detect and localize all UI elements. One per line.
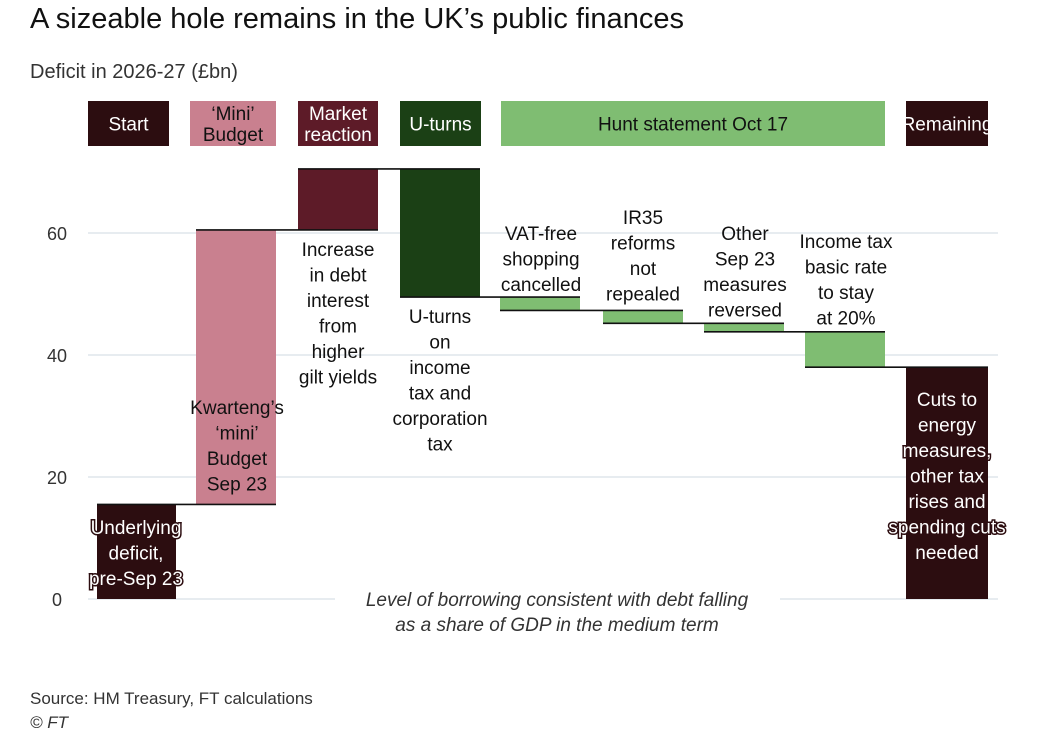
bar-label-5-line: IR35 (623, 208, 663, 229)
bar-label-1-line: Sep 23 (207, 475, 267, 496)
bar-label-3-line: on (429, 333, 450, 354)
bar-label-3: U-turns on income tax and corporation tax (392, 307, 487, 456)
category-label-3: U-turns (409, 115, 471, 136)
bar-label-0-line: Underlying (91, 518, 182, 539)
bar-label-4-line: cancelled (501, 275, 581, 296)
category-label-0: Start (108, 115, 149, 136)
copyright: © FT (30, 713, 70, 732)
category-label-5-line: Remaining (902, 115, 993, 136)
bar-label-7-line: basic rate (805, 258, 887, 279)
category-label-1-line: ‘Mini’ (211, 104, 254, 125)
category-header-5 (906, 101, 988, 146)
bar-label-3-line: tax and (409, 384, 471, 405)
bar-label-8: Cuts to energy measures, other tax rises and… (888, 390, 1005, 564)
bar-label-2-line: interest (307, 291, 370, 312)
category-header-1 (190, 101, 276, 146)
bar-label-8-line: measures, (903, 441, 992, 462)
baseline-note-line: as a share of GDP in the medium term (395, 615, 718, 636)
bar-label-4: VAT-free shopping cancelled (501, 224, 581, 296)
bar-label-8-line: Cuts to (917, 390, 977, 411)
category-label-2: Market reaction (304, 104, 372, 146)
bar-label-1-line: Kwarteng’s (190, 398, 284, 419)
bar-2 (298, 168, 378, 230)
category-label-4-line: Hunt statement Oct 17 (598, 115, 788, 136)
bar-label-5: IR35 reforms not repealed (606, 208, 680, 306)
bar-label-1-line: Budget (207, 449, 268, 470)
bar-label-5-line: repealed (606, 285, 680, 306)
bar-label-1: Kwarteng’s ‘mini’ Budget Sep 23 (190, 398, 284, 496)
bar-label-3-line: corporation (392, 409, 487, 430)
baseline-note: Level of borrowing consistent with debt … (366, 590, 749, 636)
bar-label-0-line: pre-Sep 23 (89, 569, 183, 590)
bar-5 (603, 310, 683, 324)
source-note: Source: HM Treasury, FT calculations (30, 689, 313, 708)
category-label-4: Hunt statement Oct 17 (598, 115, 788, 136)
bar-0 (97, 504, 176, 599)
bar-8 (906, 367, 988, 599)
category-header-2 (298, 101, 378, 146)
bar-label-4-line: shopping (502, 250, 579, 271)
y-tick-label: 60 (47, 224, 67, 244)
bar-label-3-line: U-turns (409, 307, 471, 328)
bar-label-7-line: Income tax (800, 232, 893, 253)
bar-label-6-line: Sep 23 (715, 250, 775, 271)
bar-label-6-line: measures (703, 275, 786, 296)
bar-label-4-line: VAT-free (505, 224, 577, 245)
chart-title: A sizeable hole remains in the UK’s publ… (30, 3, 684, 35)
category-header-4 (501, 101, 885, 146)
bar-label-3-line: income (409, 358, 470, 379)
bar-label-2-line: in debt (309, 266, 367, 287)
bar-label-7-line: to stay (818, 283, 874, 304)
bar-label-8-line: energy (918, 416, 977, 437)
bar-6 (704, 323, 784, 332)
bar-label-0: Underlying deficit, pre-Sep 23 (89, 518, 183, 590)
bar-label-2-line: from (319, 317, 357, 338)
bar-label-6: Other Sep 23 measures reversed (703, 224, 786, 322)
bar-4 (500, 297, 580, 311)
bar-label-2-line: gilt yields (299, 368, 377, 389)
category-label-2-line: reaction (304, 125, 372, 146)
baseline-note-bg (335, 586, 780, 638)
bar-label-8-line: other tax (910, 467, 984, 488)
bar-label-2-line: Increase (302, 240, 375, 261)
bar-1 (196, 229, 276, 505)
category-label-1-line: Budget (203, 125, 264, 146)
bar-label-3-line: tax (427, 435, 453, 456)
bar-label-7: Income tax basic rate to stay at 20% (800, 232, 893, 330)
bar-7 (805, 331, 885, 368)
category-header-3 (400, 101, 481, 146)
category-label-0-line: Start (108, 115, 149, 136)
bar-label-7-line: at 20% (816, 309, 875, 330)
chart-subtitle: Deficit in 2026-27 (£bn) (30, 61, 238, 83)
category-label-3-line: U-turns (409, 115, 471, 136)
bar-label-8-line: spending cuts (888, 518, 1005, 539)
bar-label-8-line: needed (915, 543, 978, 564)
bar-label-6-line: reversed (708, 301, 782, 322)
category-label-1: ‘Mini’ Budget (203, 104, 264, 146)
bar-label-5-line: not (630, 259, 657, 280)
bar-label-6-line: Other (721, 224, 769, 245)
category-header-0 (88, 101, 169, 146)
baseline-note-line: Level of borrowing consistent with debt … (366, 590, 749, 611)
y-tick-label: 40 (47, 346, 67, 366)
y-tick-label: 20 (47, 468, 67, 488)
category-label-5: Remaining (902, 115, 993, 136)
bar-label-1-line: ‘mini’ (215, 424, 258, 445)
bar-label-0-line: deficit, (109, 544, 164, 565)
y-tick-label: 0 (52, 590, 62, 610)
bar-label-8-line: rises and (908, 492, 985, 513)
bar-label-2: Increase in debt interest from higher gilt yi… (299, 240, 377, 389)
category-label-2-line: Market (309, 104, 368, 125)
bar-3 (400, 168, 480, 298)
bar-label-5-line: reforms (611, 234, 675, 255)
bar-label-2-line: higher (312, 342, 365, 363)
